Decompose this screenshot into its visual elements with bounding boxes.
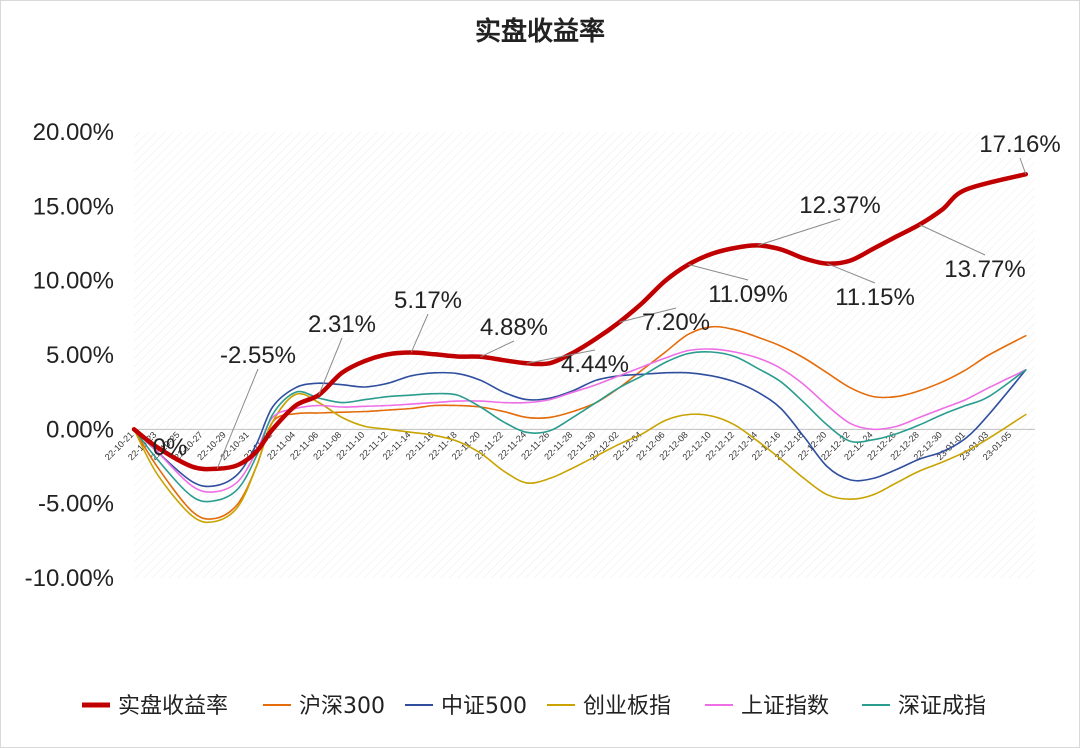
annotation-leader: [826, 263, 876, 284]
annotation-leader: [410, 313, 429, 353]
y-tick-label: 0.00%: [46, 416, 114, 443]
annotation-leader: [919, 224, 986, 256]
plot-area: [134, 132, 1035, 578]
data-label: 11.15%: [835, 284, 915, 311]
y-tick-label: 10.00%: [33, 268, 114, 295]
chart-title: 实盘收益率: [475, 16, 605, 47]
data-label: 4.44%: [561, 351, 629, 378]
legend-label: 创业板指: [583, 694, 671, 719]
series-line-中证500: [133, 369, 1027, 488]
series-layer: [131, 171, 1029, 524]
y-tick-label: -5.00%: [38, 491, 114, 518]
annotation-leader: [757, 218, 841, 246]
legend: 实盘收益率 沪深300 中证500 创业板指 上证指数 深证成指: [82, 694, 986, 719]
data-label: 0%: [153, 434, 188, 461]
y-axis: 20.00% 15.00% 10.00% 5.00% 0.00% -5.00% -10.00…: [25, 119, 1035, 592]
series-line-创业板指: [133, 392, 1027, 524]
series-line-上证指数: [133, 348, 1027, 493]
annotation-leader: [1019, 157, 1027, 175]
data-label: 5.17%: [394, 287, 462, 314]
y-tick-label: 5.00%: [46, 342, 114, 369]
data-label: 13.77%: [944, 256, 1025, 283]
data-label: 11.09%: [708, 281, 788, 308]
data-label: 12.37%: [799, 192, 880, 219]
y-tick-label: -10.00%: [25, 565, 114, 592]
annotation-leader: [318, 337, 343, 396]
legend-label: 沪深300: [299, 694, 385, 719]
series-line-实盘收益率: [131, 171, 1029, 472]
y-tick-label: 15.00%: [33, 193, 114, 220]
series-line-深证成指: [133, 350, 1027, 503]
data-label: 4.88%: [480, 314, 548, 341]
annotation-leader: [619, 307, 677, 323]
annotation-leader: [526, 349, 596, 364]
y-tick-label: 20.00%: [33, 119, 114, 146]
data-label: 7.20%: [642, 309, 710, 336]
annotation-leader: [216, 368, 259, 469]
annotation-leader: [688, 263, 749, 281]
series-line-沪深300: [133, 325, 1027, 520]
data-label: 2.31%: [308, 311, 376, 338]
annotation-leader: [480, 340, 515, 358]
data-label: 17.16%: [979, 131, 1060, 158]
legend-label: 中证500: [441, 694, 527, 719]
legend-label: 深证成指: [898, 694, 986, 719]
data-label: -2.55%: [220, 342, 296, 369]
legend-label: 实盘收益率: [118, 694, 228, 719]
annotation-layer: 0% -2.55% 2.31% 5.17% 4.88% 4.44% 7.20%11.09% 1…: [153, 131, 1061, 469]
legend-label: 上证指数: [741, 694, 829, 719]
